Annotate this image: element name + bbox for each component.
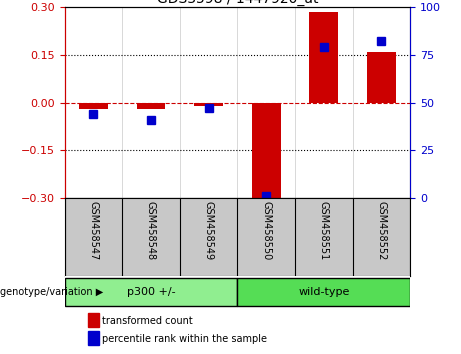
Bar	[79, 103, 108, 109]
Bar	[309, 12, 338, 103]
Text: GSM458550: GSM458550	[261, 201, 271, 260]
Text: percentile rank within the sample: percentile rank within the sample	[102, 334, 267, 344]
Text: genotype/variation ▶: genotype/variation ▶	[0, 287, 104, 297]
Bar	[252, 103, 281, 198]
Text: wild-type: wild-type	[298, 287, 349, 297]
Text: p300 +/-: p300 +/-	[127, 287, 175, 297]
Text: GSM458549: GSM458549	[204, 201, 213, 260]
FancyBboxPatch shape	[237, 278, 410, 306]
FancyBboxPatch shape	[65, 278, 237, 306]
Text: GSM458552: GSM458552	[377, 201, 386, 260]
Text: GSM458548: GSM458548	[146, 201, 156, 260]
Bar	[367, 52, 396, 103]
Text: GSM458547: GSM458547	[89, 201, 98, 260]
Bar	[136, 103, 165, 109]
Title: GDS3598 / 1447920_at: GDS3598 / 1447920_at	[157, 0, 318, 6]
Text: GSM458551: GSM458551	[319, 201, 329, 260]
Bar	[194, 103, 223, 106]
Text: transformed count: transformed count	[102, 315, 193, 326]
